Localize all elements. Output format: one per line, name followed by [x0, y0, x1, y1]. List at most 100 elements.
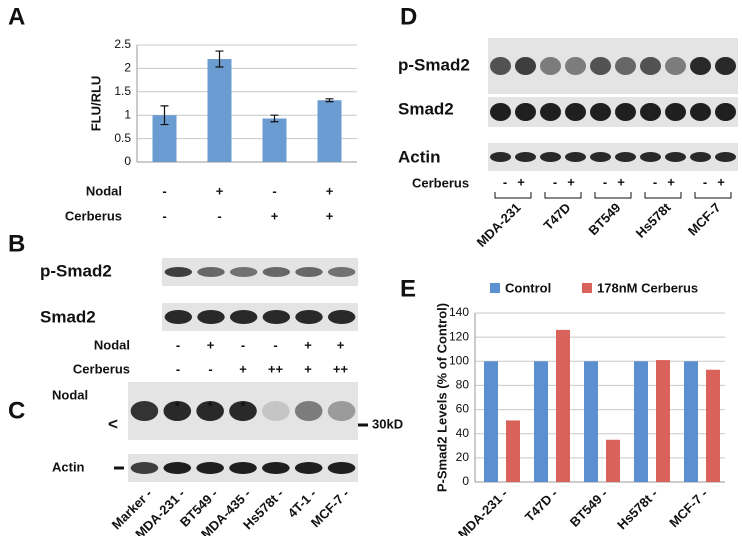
- panel-label: B: [8, 230, 25, 257]
- row-label: Actin: [52, 459, 85, 474]
- condition-sign: +: [239, 361, 247, 376]
- bar: [634, 361, 648, 482]
- lane-label: Hs578t: [633, 199, 674, 240]
- blot: [162, 303, 358, 331]
- band: [540, 103, 561, 121]
- blot: [162, 258, 358, 286]
- band: [690, 57, 711, 75]
- y-tick-label: 40: [456, 426, 470, 440]
- band: [262, 310, 291, 324]
- band: [640, 103, 661, 121]
- band: [163, 462, 192, 474]
- band: [715, 57, 736, 75]
- bracket: [544, 192, 582, 199]
- row-label: p-Smad2: [398, 55, 470, 74]
- y-tick-label: 60: [456, 402, 470, 416]
- band: [665, 103, 686, 121]
- condition-sign: -: [553, 174, 557, 189]
- condition-sign: -: [217, 208, 221, 223]
- condition-sign: +: [717, 174, 725, 189]
- band: [295, 310, 323, 324]
- band: [197, 310, 225, 324]
- condition-sign: +: [517, 174, 525, 189]
- y-tick-label: 2.5: [114, 37, 131, 51]
- condition-sign: -: [273, 337, 277, 352]
- condition-sign: -: [162, 183, 166, 198]
- band: [163, 401, 192, 421]
- band: [615, 152, 636, 162]
- band: [690, 103, 711, 121]
- x-tick-label: MCF-7 -: [666, 486, 710, 530]
- condition-sign: +: [617, 174, 625, 189]
- band: [615, 103, 636, 121]
- band: [640, 57, 661, 75]
- condition-label: Cerberus: [412, 175, 469, 190]
- row-label: Smad2: [40, 307, 96, 326]
- row-label: Nodal: [52, 387, 88, 402]
- band: [590, 103, 611, 121]
- band: [565, 152, 586, 162]
- condition-sign: +: [216, 183, 224, 198]
- y-axis-label: FLU/RLU: [88, 76, 103, 132]
- band: [294, 401, 323, 421]
- condition-sign: -: [272, 183, 276, 198]
- condition-sign: +: [304, 361, 312, 376]
- y-tick-label: 1: [124, 107, 131, 121]
- y-tick-label: 2: [124, 61, 131, 75]
- band: [490, 57, 511, 75]
- row-label: Smad2: [398, 99, 454, 118]
- condition-sign: +: [326, 208, 334, 223]
- bar: [706, 369, 720, 482]
- error-bar: [325, 98, 334, 103]
- condition-sign: -: [208, 361, 212, 376]
- bracket: [594, 192, 632, 199]
- panel-label: C: [8, 397, 25, 424]
- condition-sign: ++: [268, 361, 284, 376]
- band: [515, 103, 536, 121]
- band: [540, 57, 561, 75]
- bracket: [694, 192, 732, 199]
- band: [229, 310, 258, 324]
- band: [130, 462, 159, 474]
- condition-label: Nodal: [94, 337, 130, 352]
- y-tick-label: 20: [456, 450, 470, 464]
- condition-sign: -: [176, 337, 180, 352]
- band: [196, 401, 224, 421]
- bar: [484, 361, 498, 482]
- band: [294, 462, 323, 474]
- band: [565, 57, 586, 75]
- lane-label: MCF-7: [685, 200, 724, 239]
- band: [665, 152, 686, 162]
- y-tick-label: 100: [449, 353, 469, 367]
- band: [262, 267, 291, 277]
- y-tick-label: 0: [462, 474, 469, 488]
- band: [515, 57, 536, 75]
- band: [615, 57, 636, 75]
- lane-label: MDA-231: [474, 200, 524, 250]
- bar: [262, 118, 287, 162]
- bracket: [494, 192, 532, 199]
- band: [590, 152, 611, 162]
- panel-label: A: [8, 3, 25, 30]
- bar: [684, 361, 698, 482]
- arrow: <: [108, 414, 118, 433]
- legend-label: Control: [505, 280, 551, 295]
- band: [715, 152, 736, 162]
- bracket: [644, 192, 682, 199]
- lane-label: T47D: [540, 200, 573, 233]
- band: [640, 152, 661, 162]
- condition-sign: -: [176, 361, 180, 376]
- band: [327, 401, 356, 421]
- row-label: p-Smad2: [40, 261, 112, 280]
- asterisk: *: [240, 398, 246, 413]
- x-tick-label: Hs578t -: [614, 486, 660, 532]
- bar: [606, 439, 620, 482]
- band: [196, 462, 224, 474]
- condition-sign: +: [667, 174, 675, 189]
- band: [590, 57, 611, 75]
- band: [229, 401, 257, 421]
- legend-label: 178nM Cerberus: [597, 280, 698, 295]
- legend-swatch: [582, 283, 592, 293]
- condition-sign: -: [162, 208, 166, 223]
